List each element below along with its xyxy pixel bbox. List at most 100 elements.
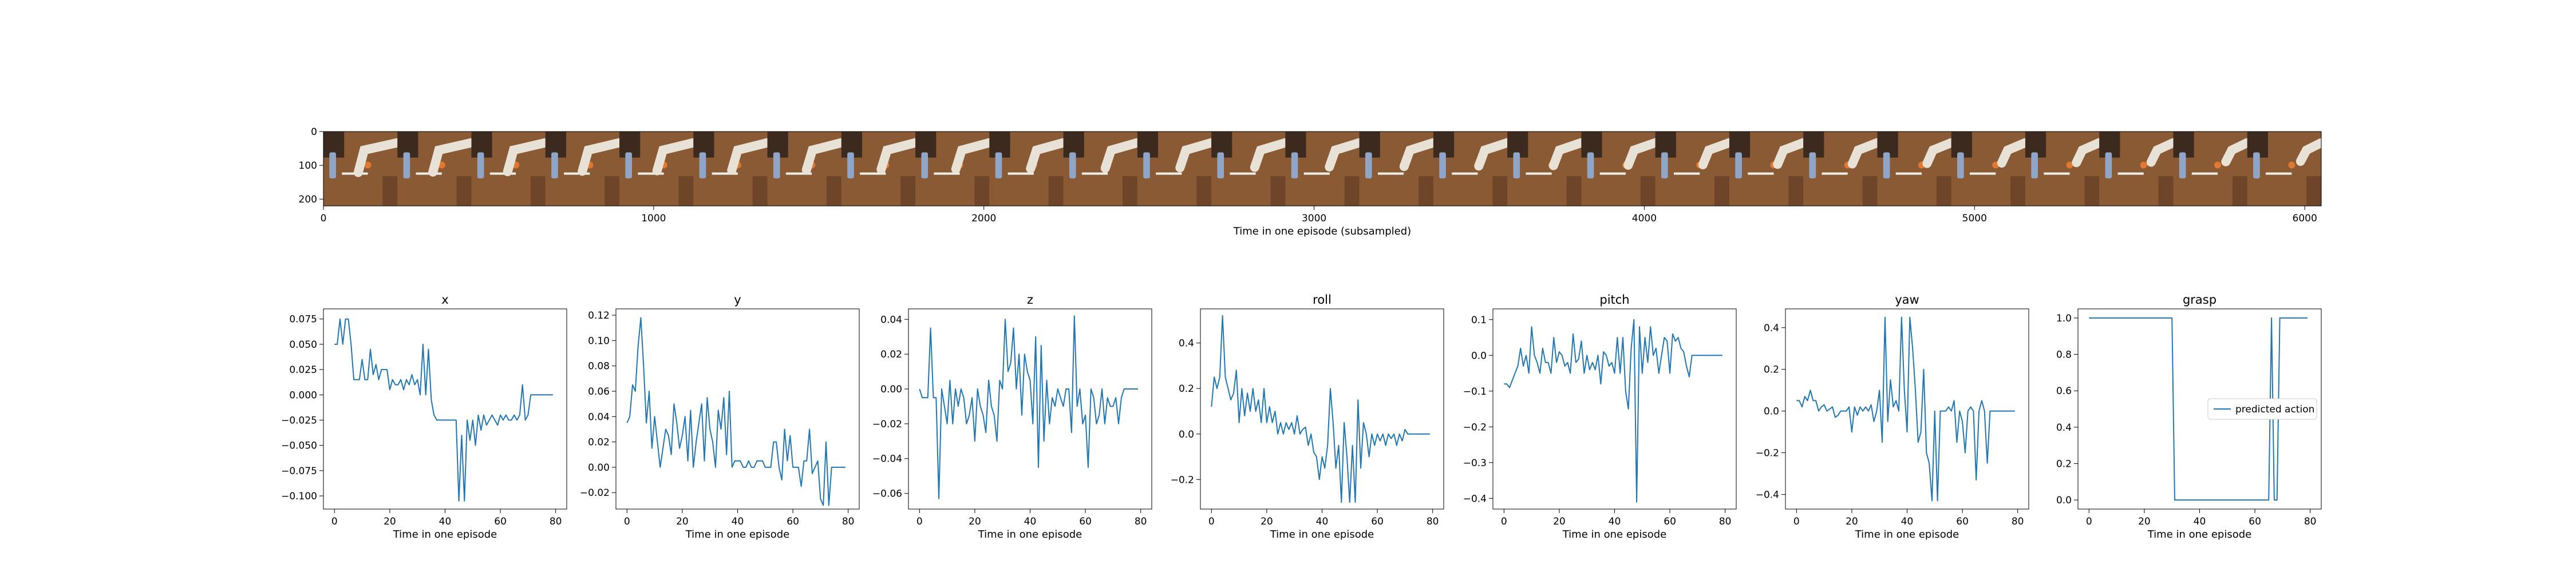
ytick-label: −0.2 xyxy=(1463,422,1487,433)
ytick-label: 0.8 xyxy=(2056,349,2072,361)
frame-shadow xyxy=(1788,176,1804,206)
orange-object xyxy=(2288,161,2296,169)
bottle xyxy=(1217,152,1224,178)
filmstrip-xtick-label: 5000 xyxy=(1962,213,1987,224)
xlabel: Time in one episode xyxy=(1855,529,1959,541)
ytick-label: 0.00 xyxy=(588,462,610,474)
filmstrip-frame xyxy=(767,132,846,206)
subplot-roll: roll 0 20 40 60 80 −0.2 0.0 0.2 0.4 Time in one ep… xyxy=(1171,293,1444,541)
ytick-label: 0.1 xyxy=(1471,315,1487,326)
xtick-label: 0 xyxy=(2086,516,2092,527)
ytick-label: −0.2 xyxy=(1171,474,1194,486)
bottle xyxy=(2253,152,2260,178)
filmstrip-frame xyxy=(1581,132,1660,206)
filmstrip-frame xyxy=(1507,132,1586,206)
frame-shadow xyxy=(456,176,472,206)
subplots: x0 20 40 60 80−0.100−0.075−0.050−0.0250.0000… xyxy=(281,293,2322,541)
ytick-label: 0.4 xyxy=(1179,338,1194,349)
table-marker xyxy=(1673,172,1700,175)
xtick-label: 20 xyxy=(1261,516,1273,527)
bottle xyxy=(773,152,780,178)
xtick-label: 80 xyxy=(1719,516,1732,527)
bottle xyxy=(551,152,558,178)
ytick-label: 0.4 xyxy=(1764,323,1779,334)
frame-shadow xyxy=(1344,176,1360,206)
bottle xyxy=(995,152,1002,178)
subplot-title: x xyxy=(441,293,448,307)
table-marker xyxy=(1230,172,1256,175)
robot-arm xyxy=(876,138,920,174)
table-marker xyxy=(860,172,886,175)
robot-arm xyxy=(1623,138,1660,170)
frame-shadow xyxy=(1936,176,1951,206)
subplot-title: yaw xyxy=(1895,293,1919,307)
legend xyxy=(2207,398,2317,420)
table-marker xyxy=(934,172,960,175)
bottle xyxy=(699,152,706,178)
ytick-label: 0.025 xyxy=(289,364,317,376)
filmstrip-frame xyxy=(1433,132,1512,206)
orange-object xyxy=(2140,161,2147,169)
orange-object xyxy=(438,161,445,169)
orange-object xyxy=(2214,161,2222,169)
subplot-title: pitch xyxy=(1599,293,1629,307)
ytick-label: 0.04 xyxy=(588,411,610,423)
ytick-label: −0.3 xyxy=(1463,458,1487,469)
robot-arm xyxy=(1100,138,1142,173)
filmstrip-xtick-label: 4000 xyxy=(1632,213,1657,224)
ytick-label: 0.0 xyxy=(2056,495,2072,506)
frame-shadow xyxy=(1196,176,1212,206)
robot-arm xyxy=(951,138,994,174)
table-marker xyxy=(2266,172,2292,175)
filmstrip-frame xyxy=(619,132,698,206)
frame-shadow xyxy=(1270,176,1286,206)
xtick-label: 80 xyxy=(1427,516,1439,527)
frame-shadow xyxy=(1419,176,1433,206)
table-marker xyxy=(1452,172,1478,175)
table-marker xyxy=(564,172,590,175)
frame-shadow xyxy=(1492,176,1508,206)
ytick-label: −0.02 xyxy=(872,419,902,430)
frame-shadow xyxy=(1862,176,1878,206)
table-marker xyxy=(712,172,738,175)
ytick-label: 0.000 xyxy=(289,390,317,401)
frame-shadow xyxy=(826,176,841,206)
subplot-title: y xyxy=(734,293,741,307)
frame-shadow xyxy=(2232,176,2247,206)
robot-arm xyxy=(2146,138,2178,167)
robot-arm xyxy=(1175,138,1216,173)
ytick-label: 0.06 xyxy=(588,386,610,398)
filmstrip-xtick-label: 6000 xyxy=(2293,213,2317,224)
xtick-label: 60 xyxy=(1956,516,1969,527)
ytick-label: 1.0 xyxy=(2056,313,2072,324)
xtick-label: 0 xyxy=(1208,516,1215,527)
bottle xyxy=(1587,152,1594,178)
robot-arm xyxy=(353,138,402,177)
filmstrip-frame xyxy=(1803,132,1882,206)
frame-shadow xyxy=(1566,176,1582,206)
xtick-label: 80 xyxy=(2304,516,2317,527)
robot-arm xyxy=(801,138,846,174)
ytick-label: −0.050 xyxy=(281,440,317,452)
ytick-label: −0.06 xyxy=(872,488,902,500)
filmstrip-xtick-label: 2000 xyxy=(971,213,996,224)
bottle xyxy=(1291,152,1298,178)
ytick-label: 0.2 xyxy=(1179,383,1194,395)
ytick-label: 0.0 xyxy=(1764,406,1779,418)
frame-shadow xyxy=(1123,176,1137,206)
ytick-label: 0.02 xyxy=(880,349,902,360)
robot-arm xyxy=(1325,138,1364,172)
table-marker xyxy=(2044,172,2070,175)
bottle xyxy=(847,152,854,178)
xtick-label: 80 xyxy=(550,516,562,527)
filmstrip-frame xyxy=(915,132,994,206)
ytick-label: 0.08 xyxy=(588,361,610,372)
filmstrip-xtick-label: 1000 xyxy=(641,213,666,224)
robot-arm xyxy=(1773,138,1808,169)
filmstrip-xtick-label: 3000 xyxy=(1302,213,1326,224)
series-line xyxy=(626,317,846,506)
filmstrip-frame xyxy=(2025,132,2104,206)
table-marker xyxy=(1895,172,1922,175)
series-line xyxy=(1796,316,2015,502)
series-line xyxy=(1504,319,1722,503)
